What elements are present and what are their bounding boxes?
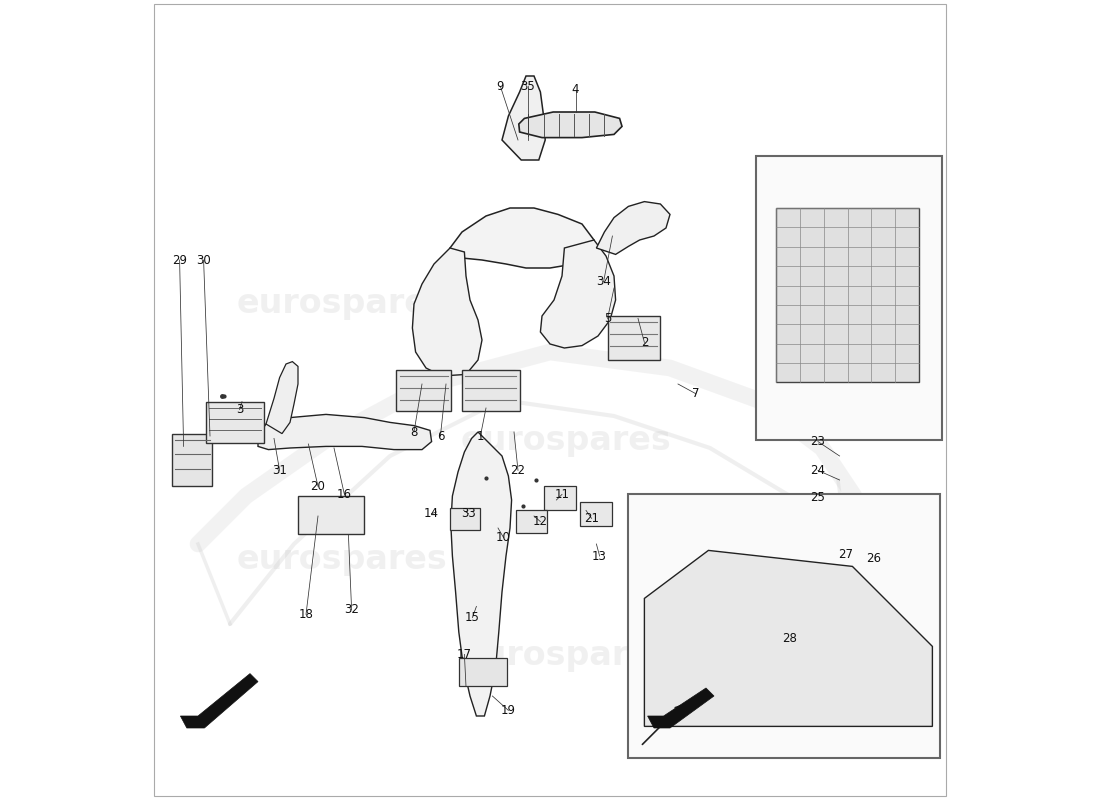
Bar — [516, 510, 547, 533]
Bar — [298, 496, 364, 534]
Bar — [581, 502, 613, 526]
Text: 30: 30 — [196, 254, 211, 266]
Text: 18: 18 — [298, 608, 314, 621]
Text: 33: 33 — [461, 507, 476, 520]
Text: 20: 20 — [310, 480, 326, 493]
Bar — [628, 494, 940, 758]
Polygon shape — [519, 112, 621, 138]
Bar — [607, 316, 660, 360]
Polygon shape — [180, 674, 258, 728]
Text: 29: 29 — [172, 254, 187, 266]
Text: 12: 12 — [532, 515, 548, 528]
Text: 34: 34 — [596, 275, 611, 288]
Text: 1: 1 — [476, 430, 484, 442]
Bar — [396, 370, 451, 411]
Bar — [450, 508, 481, 530]
Polygon shape — [450, 208, 594, 268]
Text: 35: 35 — [520, 80, 535, 93]
Bar — [206, 402, 264, 443]
Text: 17: 17 — [456, 648, 472, 661]
Bar — [544, 486, 576, 510]
Polygon shape — [451, 432, 512, 716]
Text: 24: 24 — [811, 464, 825, 477]
Text: 3: 3 — [235, 403, 243, 416]
Bar — [777, 208, 918, 382]
Text: eurospares: eurospares — [461, 639, 671, 673]
Text: 16: 16 — [337, 488, 352, 501]
Text: 10: 10 — [496, 531, 512, 544]
Polygon shape — [502, 76, 546, 160]
Text: 32: 32 — [344, 603, 359, 616]
Polygon shape — [540, 240, 616, 348]
Text: 7: 7 — [692, 387, 700, 400]
Polygon shape — [412, 248, 482, 376]
Text: 21: 21 — [584, 512, 600, 525]
Text: 9: 9 — [496, 80, 504, 93]
Text: 2: 2 — [640, 336, 648, 349]
Text: 27: 27 — [838, 548, 854, 561]
Text: eurospares: eurospares — [236, 287, 448, 321]
Text: 14: 14 — [425, 507, 439, 520]
Text: 26: 26 — [867, 552, 881, 565]
Text: 11: 11 — [554, 488, 570, 501]
Text: 31: 31 — [272, 464, 287, 477]
Bar — [462, 370, 519, 411]
Text: 6: 6 — [437, 430, 444, 442]
Text: 23: 23 — [811, 435, 825, 448]
Text: eurospares: eurospares — [461, 423, 671, 457]
Text: 4: 4 — [572, 83, 580, 96]
Bar — [173, 434, 212, 486]
Bar — [459, 658, 507, 686]
Text: 28: 28 — [782, 632, 797, 645]
Text: eurospares: eurospares — [236, 543, 448, 577]
Text: 25: 25 — [811, 491, 825, 504]
Text: 22: 22 — [510, 464, 526, 477]
Bar — [757, 156, 942, 440]
Polygon shape — [266, 362, 298, 434]
Text: 8: 8 — [410, 426, 418, 438]
Polygon shape — [596, 202, 670, 254]
Text: 13: 13 — [592, 550, 607, 562]
Text: 15: 15 — [465, 611, 480, 624]
Polygon shape — [645, 550, 933, 726]
Polygon shape — [258, 414, 431, 450]
Text: 19: 19 — [500, 704, 516, 717]
Polygon shape — [648, 688, 714, 728]
Text: 5: 5 — [604, 312, 612, 325]
